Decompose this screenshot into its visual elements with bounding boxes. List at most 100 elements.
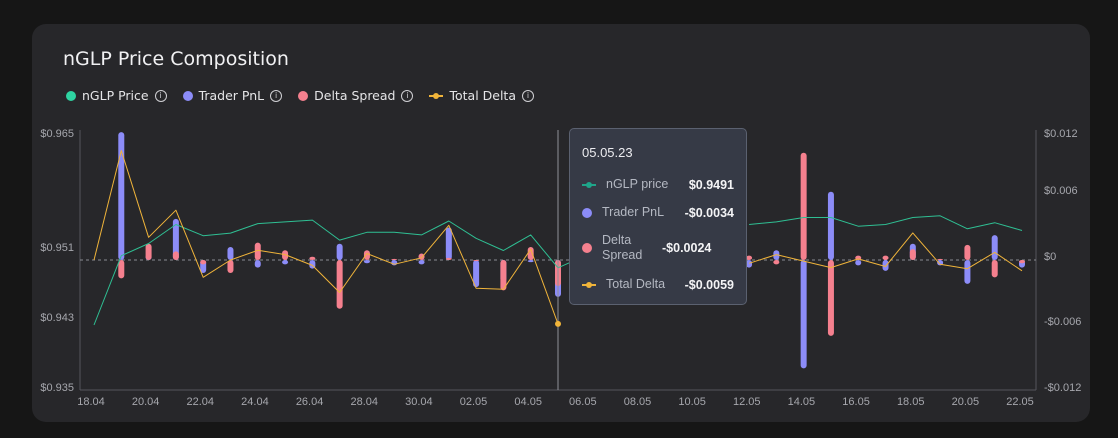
x-tick-label: 06.05 [569, 396, 597, 408]
legend-item-trader-pnl[interactable]: Trader PnL i [182, 88, 283, 103]
trader-pnl-bar [418, 260, 425, 265]
x-tick-label: 18.04 [77, 396, 105, 408]
legend-label: nGLP Price [82, 88, 149, 103]
delta-spread-bar [746, 255, 753, 260]
delta-spread-bar [336, 260, 343, 309]
delta-spread-bar [527, 247, 534, 260]
delta-spread-bar [227, 260, 234, 273]
delta-spread-bar [827, 260, 834, 336]
trader-pnl-dot-icon [582, 207, 592, 218]
delta-spread-bar [800, 152, 807, 260]
trader-pnl-bar [991, 235, 998, 260]
delta-spread-bar [391, 258, 398, 260]
x-tick-label: 24.04 [241, 396, 269, 408]
hover-point [555, 320, 561, 327]
x-tick-label: 04.05 [514, 396, 542, 408]
right-tick-label: $0 [1044, 251, 1056, 263]
legend-label: Trader PnL [198, 88, 265, 103]
delta-spread-bar [773, 260, 780, 265]
legend-item-delta-spread[interactable]: Delta Spread i [298, 88, 414, 103]
delta-spread-bar [282, 250, 289, 260]
trader-pnl-bar [336, 243, 343, 260]
left-tick-label: $0.951 [40, 242, 74, 254]
right-tick-label: $0.006 [1044, 185, 1078, 197]
delta-spread-bar [445, 257, 452, 260]
ngl-price-line-icon [582, 180, 596, 190]
tooltip-value: $0.9491 [688, 177, 734, 192]
legend-item-ngl-price[interactable]: nGLP Price i [66, 88, 167, 103]
trader-pnl-bar [227, 247, 234, 260]
chart-tooltip: 05.05.23 nGLP price $0.9491 Trader PnL -… [569, 128, 747, 305]
delta-spread-bar [200, 260, 207, 265]
delta-spread-bar [118, 260, 125, 279]
tooltip-label: Trader PnL [602, 205, 665, 219]
x-tick-label: 18.05 [897, 396, 925, 408]
total-delta-line-icon [582, 280, 596, 290]
tooltip-row-total-delta: Total Delta -$0.0059 [582, 277, 734, 292]
tooltip-value: -$0.0059 [684, 277, 734, 292]
delta-spread-bar [937, 258, 944, 260]
trader-pnl-bar [527, 260, 534, 263]
delta-spread-bar [418, 253, 425, 260]
trader-pnl-bar [746, 260, 753, 268]
legend-label: Delta Spread [314, 88, 396, 103]
ngl-price-line [93, 215, 1023, 326]
left-tick-label: $0.943 [40, 312, 74, 324]
x-tick-label: 26.04 [296, 396, 324, 408]
chart-card: nGLP Price Composition nGLP Price i Trad… [32, 24, 1090, 422]
trader-pnl-bar [473, 260, 480, 288]
chart-title: nGLP Price Composition [63, 48, 289, 70]
tooltip-label: nGLP price [606, 177, 669, 191]
tooltip-value: -$0.0034 [684, 205, 734, 220]
tooltip-value: -$0.0024 [662, 241, 712, 255]
delta-spread-bar [309, 256, 316, 260]
delta-spread-bar [500, 260, 507, 291]
info-icon[interactable]: i [154, 89, 167, 102]
delta-spread-bar [254, 242, 261, 260]
left-tick-label: $0.935 [40, 382, 74, 394]
trader-pnl-bar [282, 260, 289, 265]
delta-spread-bar [363, 250, 370, 260]
delta-spread-bar [1019, 260, 1025, 264]
tooltip-row-delta-spread: Delta Spread -$0.0024 [582, 233, 734, 263]
x-tick-label: 22.05 [1006, 396, 1034, 408]
left-tick-label: $0.965 [40, 128, 74, 140]
x-tick-label: 20.04 [132, 396, 160, 408]
trader-pnl-bar [827, 191, 834, 260]
tooltip-row-ngl-price: nGLP price $0.9491 [582, 177, 734, 192]
total-delta-line-icon [429, 91, 444, 101]
tooltip-date: 05.05.23 [582, 145, 633, 160]
trader-pnl-dot-icon [182, 90, 193, 101]
trader-pnl-bar [882, 260, 889, 271]
trader-pnl-bar [172, 218, 179, 260]
delta-spread-bar [991, 260, 998, 278]
x-tick-label: 10.05 [678, 396, 706, 408]
delta-spread-dot-icon [582, 243, 592, 253]
legend-label: Total Delta [449, 88, 516, 103]
delta-spread-bar [172, 251, 179, 260]
x-tick-label: 12.05 [733, 396, 761, 408]
delta-spread-dot-icon [298, 90, 309, 101]
legend-item-total-delta[interactable]: Total Delta i [429, 88, 534, 103]
trader-pnl-bar [118, 132, 125, 260]
delta-spread-bar [145, 243, 152, 260]
delta-spread-bar [882, 255, 889, 260]
x-tick-label: 14.05 [788, 396, 816, 408]
x-tick-label: 30.04 [405, 396, 433, 408]
trader-pnl-bar [445, 227, 452, 260]
info-icon[interactable]: i [401, 89, 414, 102]
info-icon[interactable]: i [522, 89, 534, 102]
tooltip-label: Delta Spread [602, 233, 643, 262]
x-tick-label: 16.05 [842, 396, 870, 408]
x-tick-label: 02.05 [460, 396, 488, 408]
ngl-price-dot-icon [66, 90, 76, 101]
right-tick-label: $0.012 [1044, 128, 1078, 140]
right-tick-label: -$0.012 [1044, 382, 1081, 394]
delta-spread-bar [909, 249, 916, 260]
delta-spread-bar [473, 260, 480, 262]
tooltip-row-trader-pnl: Trader PnL -$0.0034 [582, 205, 734, 220]
x-tick-label: 22.04 [187, 396, 215, 408]
info-icon[interactable]: i [270, 89, 283, 102]
x-tick-label: 28.04 [350, 396, 378, 408]
